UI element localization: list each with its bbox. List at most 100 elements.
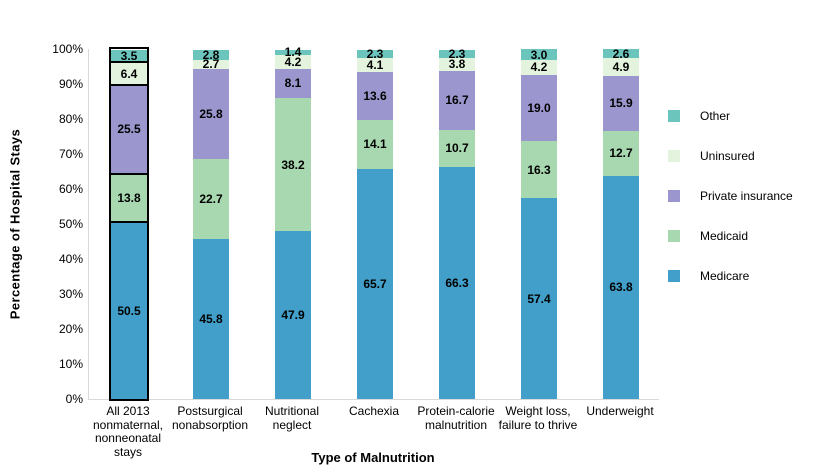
segment-divider bbox=[111, 83, 147, 86]
segment-value-label: 16.7 bbox=[445, 93, 469, 108]
bar-segment-other bbox=[275, 49, 311, 55]
x-category-label: Nutritional neglect bbox=[264, 404, 320, 432]
segment-value-label: 2.8 bbox=[202, 47, 220, 62]
bar-segment-other bbox=[111, 50, 147, 63]
legend-swatch-icon bbox=[668, 230, 680, 242]
y-axis-ticks: 0% 10% 20% 30% 40% 50% 60% 70% 80% 90% 100% bbox=[0, 42, 83, 405]
legend-swatch-icon bbox=[668, 190, 680, 202]
bar-segment-private-insurance bbox=[357, 72, 393, 120]
bar-segment-medicare bbox=[603, 175, 639, 399]
y-tick-label: 60% bbox=[58, 181, 83, 196]
legend-item-private-insurance: Private insurance bbox=[668, 190, 793, 202]
legend-swatch-icon bbox=[668, 110, 680, 122]
y-tick-label: 90% bbox=[58, 76, 83, 91]
legend-label: Medicaid bbox=[700, 229, 749, 243]
segment-value-label: 66.3 bbox=[445, 275, 469, 290]
bar-segment-medicare bbox=[521, 198, 557, 399]
segment-divider bbox=[111, 61, 147, 64]
x-category-label: Protein-calorie malnutrition bbox=[417, 404, 495, 432]
bar-segment-medicaid bbox=[193, 159, 229, 239]
segment-value-label: 1.4 bbox=[284, 45, 302, 60]
y-tick-label: 50% bbox=[58, 216, 83, 231]
segment-value-label: 47.9 bbox=[281, 308, 305, 323]
bar-segment-medicaid bbox=[275, 97, 311, 232]
segment-value-label: 10.7 bbox=[445, 141, 469, 156]
segment-value-label: 22.7 bbox=[199, 191, 223, 206]
y-tick-label: 100% bbox=[52, 41, 83, 56]
y-tick-label: 20% bbox=[58, 321, 83, 336]
bar-7: 63.8 12.7 15.9 4.9 2.6 bbox=[603, 48, 639, 399]
segment-value-label: 3.8 bbox=[448, 57, 466, 72]
segment-value-label: 4.2 bbox=[530, 60, 548, 75]
bar-segment-other bbox=[603, 49, 639, 59]
bar-segment-medicare bbox=[357, 169, 393, 399]
y-tick-label: 80% bbox=[58, 111, 83, 126]
segment-divider bbox=[111, 221, 147, 224]
segment-value-label: 16.3 bbox=[527, 162, 551, 177]
segment-value-label: 3.0 bbox=[530, 47, 548, 62]
y-tick-label: 10% bbox=[58, 356, 83, 371]
bar-segment-medicaid bbox=[111, 173, 147, 223]
segment-value-label: 2.6 bbox=[612, 46, 630, 61]
bar-segment-medicare bbox=[275, 231, 311, 399]
legend-item-medicare: Medicare bbox=[668, 270, 793, 282]
bar-segment-private-insurance bbox=[193, 68, 229, 160]
bar-segment-medicaid bbox=[521, 141, 557, 199]
segment-value-label: 4.1 bbox=[366, 57, 384, 72]
bar-segment-private-insurance bbox=[275, 69, 311, 98]
bar-segment-uninsured bbox=[275, 54, 311, 70]
segment-value-label: 14.1 bbox=[363, 137, 387, 152]
bar-segment-other bbox=[521, 49, 557, 60]
y-tick-label: 30% bbox=[58, 286, 83, 301]
legend-swatch-icon bbox=[668, 150, 680, 162]
segment-value-label: 45.8 bbox=[199, 311, 223, 326]
legend-label: Uninsured bbox=[700, 149, 755, 163]
x-axis-title: Type of Malnutrition bbox=[311, 450, 435, 465]
x-category-label: All 2013 nonmaternal, nonneonatal stays bbox=[92, 404, 164, 459]
x-category-label: Underweight bbox=[586, 404, 654, 418]
legend: Other Uninsured Private insurance Medicaid M… bbox=[668, 110, 793, 282]
segment-value-label: 15.9 bbox=[609, 96, 633, 111]
bar-segment-uninsured bbox=[439, 57, 475, 72]
bar-segment-other bbox=[193, 49, 229, 60]
x-category-label: Cachexia bbox=[348, 404, 400, 418]
y-tick-label: 40% bbox=[58, 251, 83, 266]
bar-segment-medicaid bbox=[357, 119, 393, 170]
legend-label: Private insurance bbox=[700, 189, 793, 203]
legend-item-other: Other bbox=[668, 110, 793, 122]
segment-divider bbox=[111, 172, 147, 175]
segment-value-label: 2.3 bbox=[448, 46, 466, 61]
segment-value-label: 38.2 bbox=[281, 157, 305, 172]
segment-value-label: 57.4 bbox=[527, 291, 551, 306]
segment-value-label: 3.5 bbox=[120, 49, 138, 64]
legend-label: Other bbox=[700, 109, 731, 123]
segment-value-label: 4.9 bbox=[612, 60, 630, 75]
bar-6: 57.4 16.3 19.0 4.2 3.0 bbox=[521, 49, 557, 399]
segment-value-label: 6.4 bbox=[120, 66, 138, 81]
bar-5: 66.3 10.7 16.7 3.8 2.3 bbox=[439, 48, 475, 399]
y-tick-label: 0% bbox=[65, 391, 83, 406]
segment-value-label: 19.0 bbox=[527, 100, 551, 115]
segment-value-label: 13.8 bbox=[117, 191, 141, 206]
segment-value-label: 63.8 bbox=[609, 280, 633, 295]
bar-segment-private-insurance bbox=[111, 84, 147, 174]
segment-value-label: 8.1 bbox=[284, 76, 302, 91]
segment-value-label: 2.7 bbox=[202, 57, 220, 72]
bar-segment-private-insurance bbox=[439, 71, 475, 130]
segment-value-label: 65.7 bbox=[363, 277, 387, 292]
bar-segment-private-insurance bbox=[603, 75, 639, 132]
segment-value-label: 13.6 bbox=[363, 88, 387, 103]
bar-segment-uninsured bbox=[111, 62, 147, 85]
legend-swatch-icon bbox=[668, 270, 680, 282]
bar-segment-medicaid bbox=[439, 129, 475, 167]
bar-2: 45.8 22.7 25.8 2.7 2.8 bbox=[193, 49, 229, 399]
legend-item-medicaid: Medicaid bbox=[668, 230, 793, 242]
bar-1: 50.5 13.8 25.5 6.4 3.5 bbox=[109, 47, 149, 401]
y-tick-label: 70% bbox=[58, 146, 83, 161]
bar-4: 65.7 14.1 13.6 4.1 2.3 bbox=[357, 48, 393, 399]
legend-item-uninsured: Uninsured bbox=[668, 150, 793, 162]
plot-area: 50.5 13.8 25.5 6.4 3.5 45.8 22.7 25.8 2.7 2.8 47.9… bbox=[88, 45, 659, 401]
segment-value-label: 25.5 bbox=[117, 122, 141, 137]
bar-segment-uninsured bbox=[603, 58, 639, 76]
